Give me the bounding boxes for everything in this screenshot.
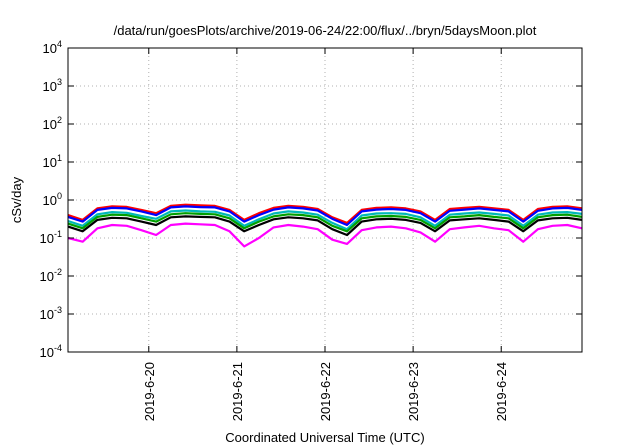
chart-title: /data/run/goesPlots/archive/2019-06-24/2… xyxy=(114,23,537,38)
x-axis: 2019-6-20 2019-6-21 2019-6-22 2019-6-23 2019… xyxy=(142,48,509,421)
y-tick-label: 101 xyxy=(43,153,62,170)
x-tick-label: 2019-6-20 xyxy=(142,362,157,421)
y-tick-label: 103 xyxy=(43,77,62,94)
x-tick-label: 2019-6-24 xyxy=(494,362,509,421)
series-line-6 xyxy=(67,222,583,248)
series-layer xyxy=(67,203,583,248)
grid xyxy=(68,48,582,352)
x-axis-label: Coordinated Universal Time (UTC) xyxy=(225,430,424,445)
x-tick-label: 2019-6-21 xyxy=(230,362,245,421)
series-line-4 xyxy=(67,212,583,233)
y-axis: 10-4 10-3 10-2 10-1 100 101 102 103 104 xyxy=(40,39,582,360)
y-tick-label: 10-3 xyxy=(40,305,62,322)
series-line-5 xyxy=(67,215,583,237)
x-tick-label: 2019-6-23 xyxy=(406,362,421,421)
series-line-2 xyxy=(67,205,583,227)
y-axis-label: cSv/day xyxy=(9,176,24,223)
y-tick-label: 100 xyxy=(43,191,62,208)
x-tick-label: 2019-6-22 xyxy=(318,362,333,421)
y-tick-label: 102 xyxy=(43,115,62,132)
y-tick-label: 104 xyxy=(43,39,62,56)
series-line-3 xyxy=(67,209,583,231)
y-tick-label: 10-2 xyxy=(40,267,62,284)
y-tick-label: 10-4 xyxy=(40,343,62,360)
y-tick-label: 10-1 xyxy=(40,229,62,246)
series-line-1 xyxy=(67,203,583,224)
